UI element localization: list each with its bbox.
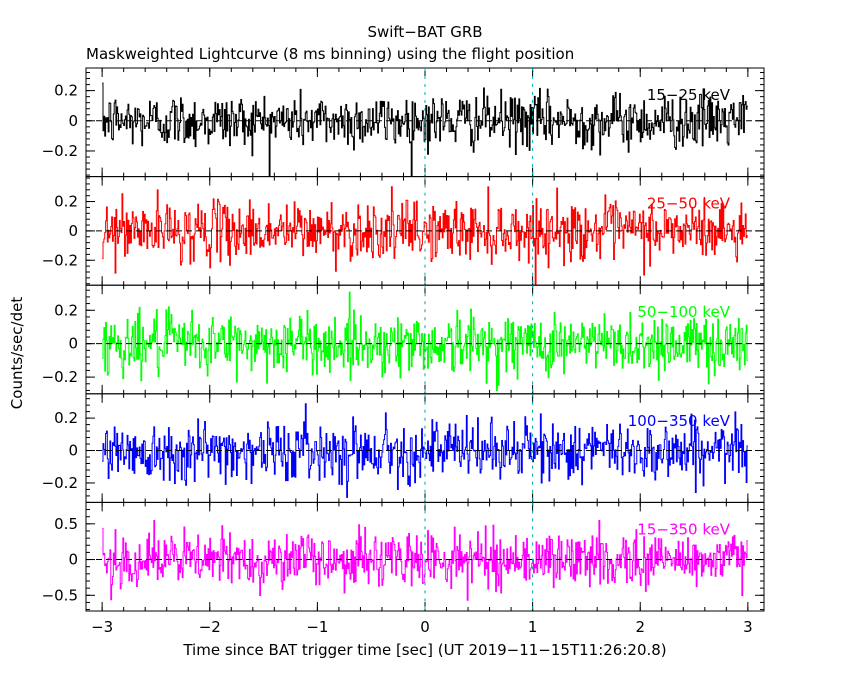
y-tick-label: 0 [68, 112, 78, 130]
y-tick-label: −0.2 [42, 142, 78, 160]
chart-subtitle: Maskweighted Lightcurve (8 ms binning) u… [86, 45, 574, 63]
y-tick-label: 0 [68, 442, 78, 460]
panel-label: 100−350 keV [628, 412, 731, 430]
x-tick-label: −3 [91, 618, 113, 636]
panel-3: 0.2 0 −0.2 50−100 keV [42, 284, 765, 395]
y-tick-label: −0.2 [42, 251, 78, 269]
y-tick-label: −0.2 [42, 368, 78, 386]
panel-label: 15−350 keV [637, 520, 730, 538]
y-axis-label: Counts/sec/det [8, 297, 26, 410]
x-tick-label: 2 [635, 618, 645, 636]
y-tick-label: 0.2 [54, 193, 78, 211]
panel-1: 0.2 0 −0.2 15−25 keV [42, 67, 765, 178]
y-tick-label: 0.2 [54, 82, 78, 100]
y-tick-label: 0 [68, 551, 78, 569]
x-tick-label: 0 [420, 618, 430, 636]
panel-label: 50−100 keV [637, 303, 730, 321]
x-axis-label: Time since BAT trigger time [sec] (UT 20… [182, 641, 666, 659]
panel-4: 0.2 0 −0.2 100−350 keV [42, 393, 765, 503]
x-tick-label: 3 [743, 618, 753, 636]
y-tick-label: 0 [68, 335, 78, 353]
x-axis: −3 −2 −1 0 1 2 3 [91, 618, 753, 636]
y-tick-label: 0.5 [54, 515, 78, 533]
panel-label: 15−25 keV [647, 86, 731, 104]
lightcurve-series [102, 186, 748, 286]
x-tick-label: −2 [199, 618, 221, 636]
y-tick-label: 0 [68, 222, 78, 240]
x-tick-label: 1 [528, 618, 538, 636]
panels: 0.2 0 −0.2 15−25 keV 0.2 0 −0.2 25−50 keV 0.2 0 −0… [42, 67, 765, 612]
y-tick-label: −0.5 [42, 586, 78, 604]
x-tick-label: −1 [306, 618, 328, 636]
panel-label: 25−50 keV [647, 195, 731, 213]
y-tick-label: 0.2 [54, 409, 78, 427]
y-tick-label: 0.2 [54, 301, 78, 319]
panel-2: 0.2 0 −0.2 25−50 keV [42, 176, 765, 286]
panel-5: 0.5 0 −0.5 15−350 keV [42, 501, 765, 612]
y-tick-label: −0.2 [42, 474, 78, 492]
chart-title: Swift−BAT GRB [367, 23, 482, 41]
